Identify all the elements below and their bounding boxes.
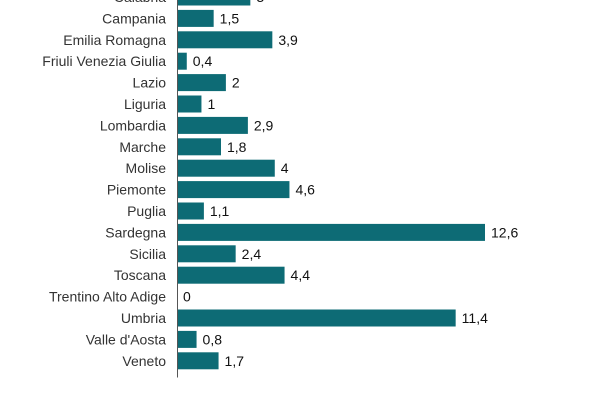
bar [177,138,221,156]
data-label: 3,9 [278,32,298,48]
category-tick-label: Toscana [114,267,166,283]
bar [177,159,275,177]
category-tick-label: Piemonte [107,182,166,198]
bar-row: Valle d'Aosta 0,8 [86,330,223,348]
category-tick-label: Veneto [122,353,166,369]
category-tick-label: Puglia [127,203,166,219]
data-label: 2 [232,75,240,91]
bar [177,74,226,92]
bar [177,95,202,113]
bar [177,181,290,199]
category-tick-label: Campania [102,10,166,26]
bar-row: Puglia 1,1 [127,202,230,220]
bar [177,9,214,27]
bar-row: Emilia Romagna 3,9 [63,31,298,49]
data-label: 0 [183,289,191,305]
bar [177,245,236,263]
bar-row: Campania 1,5 [102,9,240,27]
data-label: 4,4 [291,267,311,283]
category-tick-label: Sardegna [105,224,166,240]
bar [177,0,251,6]
data-label: 1,5 [220,10,240,26]
category-tick-label: Friuli Venezia Giulia [42,53,166,69]
data-label: 0,8 [203,331,223,347]
category-tick-label: Calabria [114,0,166,5]
bar [177,52,187,70]
data-label: 4,6 [295,182,315,198]
bar [177,330,197,348]
bar-row: Calabria 3 [114,0,264,6]
bar [177,202,204,220]
category-tick-label: Lazio [133,75,167,91]
data-label: 4 [281,160,289,176]
bar-row: Piemonte 4,6 [107,181,315,199]
category-tick-label: Molise [126,160,167,176]
data-label: 1,8 [227,139,247,155]
category-tick-label: Lombardia [100,117,166,133]
category-tick-label: Liguria [124,96,166,112]
bar-row: Umbria 11,4 [121,309,488,327]
bar-row: Sardegna 12,6 [105,223,518,241]
data-label: 11,4 [462,310,488,326]
data-label: 1,1 [210,203,230,219]
data-label: 1 [207,96,215,112]
bar-row: Marche 1,8 [119,138,247,156]
category-tick-label: Umbria [121,310,166,326]
bar [177,352,219,370]
bar [177,116,248,134]
data-label: 2,4 [242,246,262,262]
bar [177,266,285,284]
bar-row: Liguria 1 [124,95,215,113]
data-label: 1,7 [225,353,245,369]
category-tick-label: Marche [119,139,166,155]
data-label: 3 [256,0,264,5]
data-label: 2,9 [254,117,274,133]
bars-group: Calabria 3 Campania 1,5 Emilia Romagna 3,9 Fri… [42,0,518,370]
category-tick-label: Valle d'Aosta [86,331,166,347]
category-tick-label: Emilia Romagna [63,32,166,48]
data-label: 0,4 [193,53,213,69]
bar-row: Friuli Venezia Giulia 0,4 [42,52,213,70]
category-tick-label: Sicilia [129,246,166,262]
bar-row: Molise 4 [126,159,289,177]
bar [177,31,273,49]
category-tick-label: Trentino Alto Adige [49,289,166,305]
bar-row: Toscana 4,4 [114,266,311,284]
bar [177,223,485,241]
bar-row: Lombardia 2,9 [100,116,274,134]
bar-row: Trentino Alto Adige 0 [49,289,191,305]
bar-row: Lazio 2 [133,74,240,92]
bar-row: Veneto 1,7 [122,352,245,370]
data-label: 12,6 [491,224,518,240]
bar-row: Sicilia 2,4 [129,245,262,263]
bar [177,309,456,327]
